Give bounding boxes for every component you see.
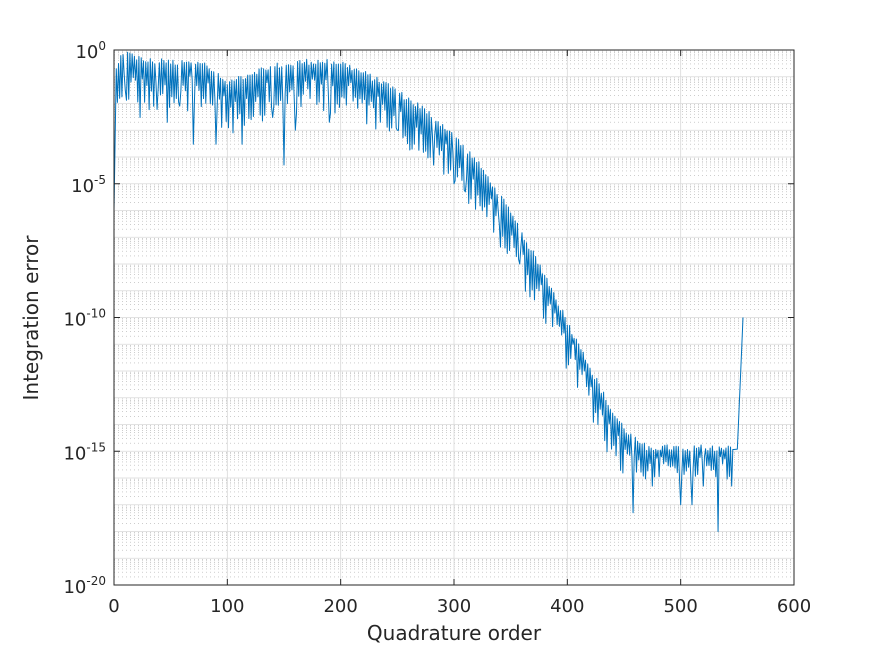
y-tick-label: 10-10 bbox=[63, 307, 106, 331]
x-tick-label: 600 bbox=[777, 596, 811, 617]
x-tick-label: 200 bbox=[323, 596, 357, 617]
y-tick-label: 10-5 bbox=[71, 173, 106, 197]
x-axis-label: Quadrature order bbox=[367, 621, 542, 645]
x-tick-label: 300 bbox=[437, 596, 471, 617]
x-tick-label: 0 bbox=[108, 596, 119, 617]
x-tick-label: 400 bbox=[550, 596, 584, 617]
y-tick-label: 10-20 bbox=[63, 574, 106, 598]
y-tick-label: 10-15 bbox=[63, 440, 106, 464]
series-layer bbox=[113, 51, 744, 532]
y-tick-labels: 100 10-5 10-10 10-15 10-20 bbox=[63, 39, 106, 598]
y-axis-label: Integration error bbox=[19, 235, 43, 401]
x-tick-label: 500 bbox=[663, 596, 697, 617]
tick-marks bbox=[113, 49, 795, 586]
y-tick-label: 100 bbox=[75, 39, 106, 63]
series-line bbox=[113, 51, 744, 532]
x-tick-labels: 0 100 200 300 400 500 600 bbox=[108, 596, 811, 617]
x-tick-label: 100 bbox=[210, 596, 244, 617]
